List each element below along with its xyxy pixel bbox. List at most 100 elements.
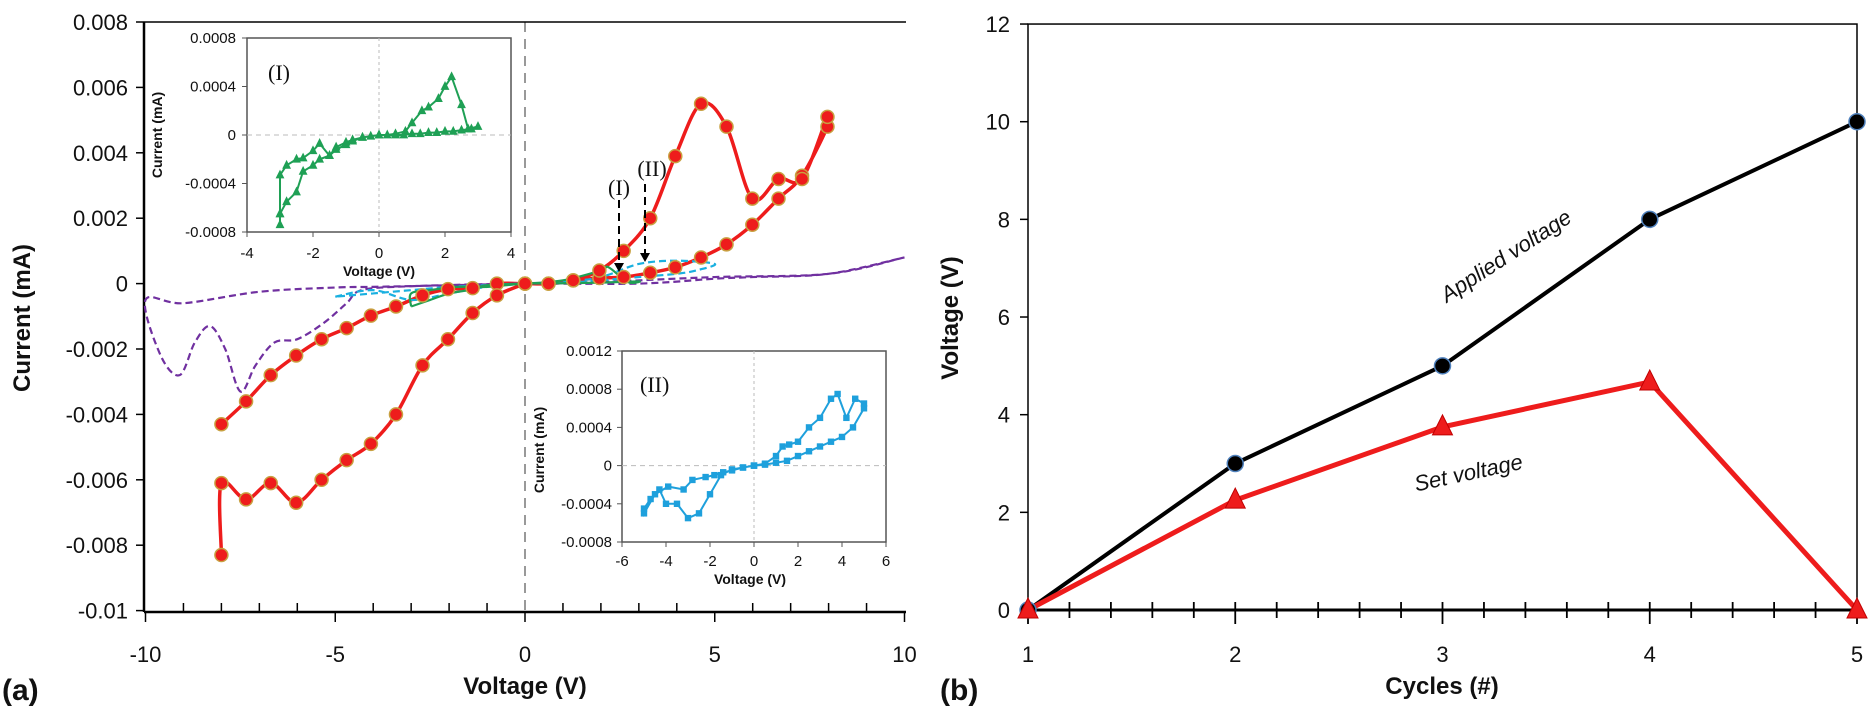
inset-I-data-point	[466, 123, 476, 133]
b-applied-voltage-point	[1848, 112, 1866, 131]
inset-II-x-tick-label: 6	[882, 553, 890, 570]
inset-II-x-tick-label: -2	[703, 553, 716, 570]
a-red-data-point	[642, 210, 658, 226]
a-red-data-point	[363, 436, 379, 452]
b-y-tick-label: 2	[998, 500, 1010, 525]
b-set-voltage-point	[1017, 596, 1039, 619]
inset-I-data-point	[366, 130, 376, 140]
b-y-tick-label: 4	[998, 403, 1010, 428]
a-red-data-point	[440, 331, 456, 347]
a-red-data-point	[339, 320, 354, 336]
b-set-voltage-point	[1224, 487, 1247, 509]
a-red-data-point	[415, 288, 430, 303]
a-y-tick-label: 0.002	[73, 206, 128, 231]
b-applied-voltage-point	[1433, 357, 1452, 375]
a-red-data-point	[616, 243, 631, 259]
inset-I-x-tick-label: 0	[375, 245, 383, 262]
b-x-tick-label: 5	[1851, 642, 1863, 667]
b-applied-voltage-point	[1641, 210, 1659, 229]
a-red-data-point	[214, 475, 229, 491]
inset-II-data-point	[651, 491, 659, 498]
b-set-voltage-point	[1638, 368, 1661, 391]
inset-II-data-point	[711, 471, 718, 479]
a-x-tick-label: 10	[892, 642, 916, 667]
a-red-data-point	[314, 472, 329, 488]
inset-I-x-axis-label: Voltage (V)	[343, 263, 415, 279]
annotation-arrow-head-icon	[614, 263, 624, 272]
inset-I-data-point	[282, 159, 292, 169]
inset-I-data-point	[358, 131, 367, 141]
a-red-data-point	[339, 452, 354, 468]
a-red-data-point	[794, 171, 810, 187]
b-y-tick-label: 8	[998, 207, 1010, 232]
inset-II-data-point	[860, 405, 868, 412]
inset-II-x-tick-label: -4	[659, 553, 672, 570]
inset-II-x-tick-label: 2	[794, 553, 802, 570]
a-y-tick-label: -0.01	[78, 599, 128, 624]
inset-I-y-tick-label: 0.0008	[190, 30, 236, 47]
a-red-data-point	[440, 281, 456, 297]
a-red-data-point	[489, 288, 505, 303]
b-x-tick-label: 4	[1644, 642, 1656, 667]
inset-I-data-point	[382, 129, 392, 139]
inset-I-data-point	[341, 139, 351, 149]
inset-II-x-tick-label: 4	[838, 553, 846, 570]
a-red-data-point	[771, 171, 786, 187]
a-red-data-point	[541, 276, 556, 291]
inset-I-x-tick-label: -2	[306, 245, 319, 262]
inset-II-data-point	[761, 461, 769, 468]
inset-II-data-point	[772, 459, 780, 466]
inset-I-data-point	[391, 129, 400, 139]
a-red-data-point	[616, 269, 631, 285]
inset-I-data-point	[440, 125, 450, 135]
a-red-data-point	[288, 348, 304, 363]
inset-I-y-tick-label: -0.0004	[185, 176, 236, 193]
a-red-data-point	[745, 217, 760, 232]
a-red-data-point	[693, 250, 709, 265]
a-red-data-point	[465, 305, 480, 321]
inset-II-y-tick-label: -0.0008	[561, 534, 612, 551]
inset-II-data-point	[720, 469, 727, 476]
inset-I-x-tick-label: -4	[240, 245, 253, 262]
b-y-tick-label: 12	[986, 12, 1010, 37]
a-y-tick-label: -0.002	[66, 337, 128, 362]
a-red-data-point	[388, 407, 404, 422]
inset-II-data-point	[827, 395, 835, 402]
inset-I-data-point	[275, 169, 285, 179]
inset-II-y-tick-label: 0.0008	[566, 381, 612, 398]
inset-II-y-axis-label: Current (mA)	[531, 407, 547, 493]
inset-II-data-point	[684, 514, 692, 522]
inset-I-data-point	[275, 208, 285, 218]
b-y-axis-label: Voltage (V)	[937, 256, 964, 380]
a-series-line	[217, 281, 526, 556]
inset-I-data-point	[292, 153, 301, 163]
a-red-data-point	[745, 191, 760, 206]
inset-II-y-tick-label: -0.0004	[561, 496, 612, 513]
inset-I-data-point	[292, 186, 301, 196]
set-voltage-label: Set voltage	[1412, 449, 1525, 496]
a-x-tick-label: 0	[519, 642, 531, 667]
b-applied-voltage-point	[1226, 454, 1244, 473]
a-annotation-I: (I)	[608, 175, 630, 200]
inset-I-y-tick-label: 0	[228, 127, 236, 144]
a-red-data-point	[363, 308, 379, 323]
inset-I-data-point	[374, 129, 384, 139]
inset-II-series-line	[643, 392, 865, 520]
inset-I-y-tick-label: 0.0004	[190, 79, 236, 96]
inset-II-data-point	[786, 441, 793, 448]
a-red-data-point	[592, 263, 607, 278]
a-y-axis-label: Current (mA)	[9, 244, 36, 392]
inset-I-data-point	[325, 150, 334, 159]
inset-I-data-point	[440, 81, 450, 90]
a-y-tick-label: 0.006	[73, 75, 128, 100]
a-y-tick-label: -0.008	[66, 533, 128, 558]
inset-II-data-point	[662, 500, 670, 507]
a-x-tick-label: -10	[130, 642, 162, 667]
inset-I-data-point	[308, 159, 318, 169]
inset-II-data-point	[640, 510, 648, 517]
inset-II-data-point	[640, 505, 648, 512]
inset-II-data-point	[805, 424, 813, 431]
inset-II-data-point	[794, 438, 802, 445]
inset-II-data-point	[849, 424, 857, 431]
inset-II-data-point	[794, 452, 802, 460]
